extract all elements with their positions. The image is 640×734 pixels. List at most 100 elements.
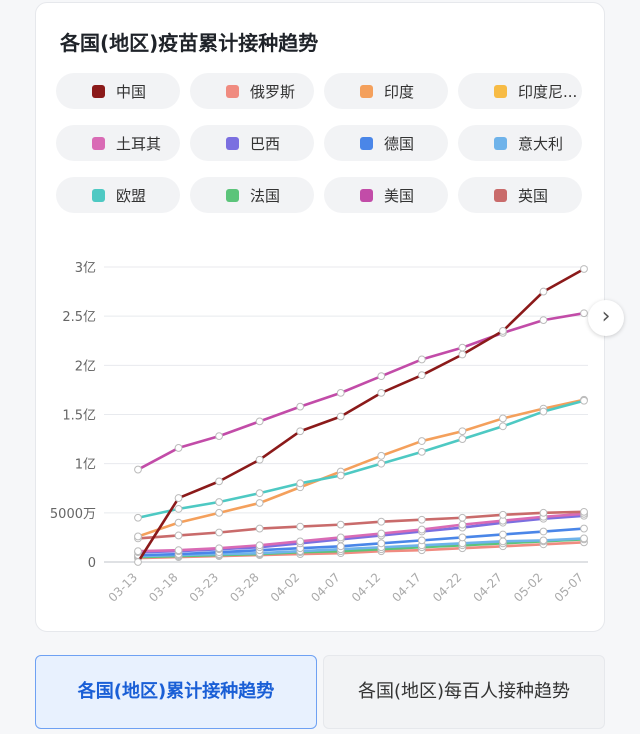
next-chart-button[interactable]: › bbox=[588, 300, 624, 336]
legend-label: 法国 bbox=[250, 187, 281, 205]
data-point bbox=[377, 517, 386, 526]
data-point bbox=[215, 477, 223, 486]
data-point bbox=[134, 558, 142, 566]
legend-item[interactable]: 巴西 bbox=[190, 125, 314, 161]
legend-label: 美国 bbox=[384, 187, 415, 205]
data-point bbox=[255, 524, 264, 533]
data-point bbox=[377, 459, 386, 468]
data-point bbox=[296, 402, 305, 411]
legend-item[interactable]: 印度尼... bbox=[458, 73, 582, 109]
data-point bbox=[174, 444, 183, 452]
data-point bbox=[377, 388, 386, 397]
chart-title: 各国(地区)疫苗累计接种趋势 bbox=[60, 31, 319, 55]
x-tick-label: 04-07 bbox=[308, 570, 343, 605]
legend-swatch bbox=[360, 85, 373, 98]
data-point bbox=[336, 542, 345, 551]
x-tick-label: 03-18 bbox=[146, 570, 181, 605]
data-point bbox=[174, 518, 183, 527]
data-point bbox=[499, 537, 507, 546]
legend-swatch bbox=[226, 85, 239, 98]
data-point bbox=[174, 531, 183, 540]
data-point bbox=[499, 422, 507, 431]
data-point bbox=[539, 287, 548, 296]
data-point bbox=[580, 265, 588, 273]
legend-label: 意大利 bbox=[518, 135, 564, 153]
series-line bbox=[137, 527, 585, 557]
data-point bbox=[255, 541, 264, 550]
legend-swatch bbox=[226, 189, 239, 202]
line-chart: 0 5000万 1亿 1.5亿 2亿 2.5亿 3亿 03-13 03-18 03-23 03-28… bbox=[50, 261, 588, 605]
legend-item[interactable]: 美国 bbox=[324, 177, 448, 213]
legend-swatch bbox=[360, 137, 373, 150]
data-point bbox=[255, 417, 264, 426]
data-point bbox=[458, 343, 467, 352]
data-point bbox=[336, 388, 345, 397]
data-point bbox=[336, 533, 345, 542]
data-point bbox=[174, 505, 183, 513]
legend-item[interactable]: 俄罗斯 bbox=[190, 73, 314, 109]
y-tick-label: 1.5亿 bbox=[62, 409, 96, 424]
y-tick-label: 3亿 bbox=[75, 261, 96, 276]
data-point bbox=[417, 536, 426, 545]
y-tick-label: 5000万 bbox=[50, 507, 96, 522]
data-point bbox=[134, 547, 142, 556]
data-point bbox=[134, 532, 142, 541]
data-point bbox=[377, 451, 386, 460]
data-point bbox=[458, 520, 467, 529]
legend-item[interactable]: 英国 bbox=[458, 177, 582, 213]
legend-label: 印度 bbox=[384, 83, 415, 101]
series-line bbox=[137, 512, 585, 553]
x-tick-label: 04-22 bbox=[430, 570, 465, 605]
data-point bbox=[215, 498, 223, 506]
legend-label: 德国 bbox=[384, 135, 415, 153]
legend-item[interactable]: 欧盟 bbox=[56, 177, 180, 213]
legend-item[interactable]: 土耳其 bbox=[56, 125, 180, 161]
data-point bbox=[458, 350, 467, 359]
data-point bbox=[539, 407, 548, 416]
series-line bbox=[137, 537, 585, 558]
x-tick-label: 05-02 bbox=[511, 570, 546, 605]
data-point bbox=[499, 530, 507, 539]
data-point bbox=[580, 396, 588, 405]
tab-per-hundred[interactable]: 各国(地区)每百人接种趋势 bbox=[323, 655, 605, 729]
data-point bbox=[336, 471, 345, 480]
series-line bbox=[136, 267, 585, 563]
data-point bbox=[296, 522, 305, 531]
legend-item[interactable]: 德国 bbox=[324, 125, 448, 161]
data-point bbox=[458, 513, 467, 522]
data-point bbox=[336, 520, 345, 529]
legend-swatch bbox=[92, 85, 105, 98]
data-point bbox=[296, 479, 305, 488]
legend-item[interactable]: 中国 bbox=[56, 73, 180, 109]
legend-label: 印度尼... bbox=[518, 83, 578, 101]
data-point bbox=[174, 494, 183, 502]
data-point bbox=[215, 508, 223, 517]
x-tick-label: 04-27 bbox=[470, 570, 505, 605]
series-line bbox=[137, 398, 585, 538]
data-point bbox=[377, 529, 386, 538]
data-point bbox=[580, 534, 588, 543]
data-point bbox=[417, 437, 426, 445]
data-point bbox=[417, 525, 426, 534]
data-point bbox=[580, 309, 588, 318]
data-point bbox=[215, 432, 223, 441]
legend-label: 中国 bbox=[116, 83, 147, 101]
legend-label: 俄罗斯 bbox=[250, 83, 296, 101]
legend-item[interactable]: 印度 bbox=[324, 73, 448, 109]
data-point bbox=[417, 371, 426, 380]
tab-cumulative[interactable]: 各国(地区)累计接种趋势 bbox=[35, 655, 317, 729]
legend-item[interactable]: 法国 bbox=[190, 177, 314, 213]
data-point bbox=[417, 355, 426, 364]
data-point bbox=[255, 499, 264, 507]
legend-swatch bbox=[360, 189, 373, 202]
data-point bbox=[215, 544, 223, 553]
data-point bbox=[458, 533, 467, 542]
data-point bbox=[458, 435, 467, 443]
data-point bbox=[336, 412, 345, 421]
data-point bbox=[539, 536, 548, 545]
legend-item[interactable]: 意大利 bbox=[458, 125, 582, 161]
data-point bbox=[296, 427, 305, 436]
chart-card: 各国(地区)疫苗累计接种趋势 中国 俄罗斯 印度 印度尼... 土耳其 巴西 德国 意大利欧盟… bbox=[35, 2, 605, 632]
data-point bbox=[215, 528, 223, 537]
data-point bbox=[377, 539, 386, 548]
